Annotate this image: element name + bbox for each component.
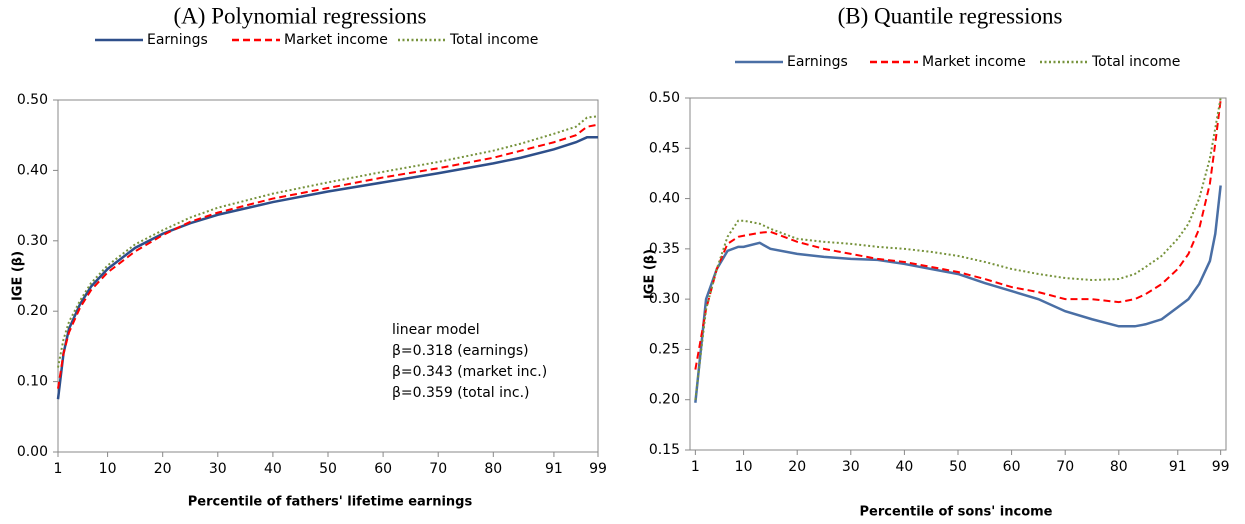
x-tick-label: 20 [788, 459, 806, 475]
legend-label: Market income [922, 54, 1026, 70]
y-axis-title: IGE (β) [643, 249, 658, 299]
x-axis-title: Percentile of fathers' lifetime earnings [188, 495, 473, 510]
series-line [694, 97, 1222, 400]
y-tick-label: 0.00 [17, 444, 48, 460]
annotation: β=0.359 (total inc.) [392, 385, 530, 401]
legend-label: Market income [284, 32, 388, 48]
x-tick-label: 70 [1056, 459, 1074, 475]
annotation: linear model [392, 322, 480, 338]
x-axis-title: Percentile of sons' income [860, 505, 1053, 520]
y-tick-label: 0.50 [649, 90, 680, 106]
x-tick-label: 80 [484, 461, 502, 477]
x-tick-label: 70 [429, 461, 447, 477]
x-tick-label: 60 [1003, 459, 1021, 475]
y-tick-label: 0.40 [649, 191, 680, 207]
x-tick-label: 30 [842, 459, 860, 475]
legend-label: Earnings [147, 32, 208, 48]
legend-label: Earnings [787, 54, 848, 70]
series-line [56, 136, 598, 400]
series-line [694, 99, 1222, 370]
y-tick-label: 0.40 [17, 162, 48, 178]
y-tick-label: 0.10 [17, 374, 48, 390]
y-tick-label: 0.20 [17, 303, 48, 319]
series-line [57, 115, 599, 368]
y-tick-label: 0.30 [649, 291, 680, 307]
x-tick-label: 91 [545, 461, 563, 477]
y-tick-label: 0.20 [649, 392, 680, 408]
y-tick-label: 0.15 [649, 442, 680, 458]
chart-title: (B) Quantile regressions [838, 3, 1063, 28]
chart-title: (A) Polynomial regressions [174, 3, 427, 28]
y-tick-label: 0.30 [17, 233, 48, 249]
y-axis-title: IGE (β) [11, 251, 26, 301]
y-tick-label: 0.25 [649, 341, 680, 357]
y-tick-label: 0.45 [649, 140, 680, 156]
x-tick-label: 1 [54, 461, 63, 477]
x-tick-label: 50 [949, 459, 967, 475]
x-tick-label: 20 [154, 461, 172, 477]
x-tick-label: 99 [1212, 459, 1230, 475]
x-tick-label: 10 [99, 461, 117, 477]
x-tick-label: 99 [589, 461, 607, 477]
x-tick-label: 30 [209, 461, 227, 477]
x-tick-label: 80 [1110, 459, 1128, 475]
y-tick-label: 0.50 [17, 92, 48, 108]
x-tick-label: 40 [895, 459, 913, 475]
x-tick-label: 1 [691, 459, 700, 475]
legend-label: Total income [449, 32, 538, 48]
series-line [694, 185, 1222, 403]
y-tick-label: 0.35 [649, 241, 680, 257]
annotation: β=0.318 (earnings) [392, 343, 529, 359]
x-tick-label: 50 [319, 461, 337, 477]
x-tick-label: 60 [374, 461, 392, 477]
x-tick-label: 10 [735, 459, 753, 475]
legend-label: Total income [1091, 54, 1180, 70]
x-tick-label: 40 [264, 461, 282, 477]
x-tick-label: 91 [1169, 459, 1187, 475]
annotation: β=0.343 (market inc.) [392, 364, 547, 380]
